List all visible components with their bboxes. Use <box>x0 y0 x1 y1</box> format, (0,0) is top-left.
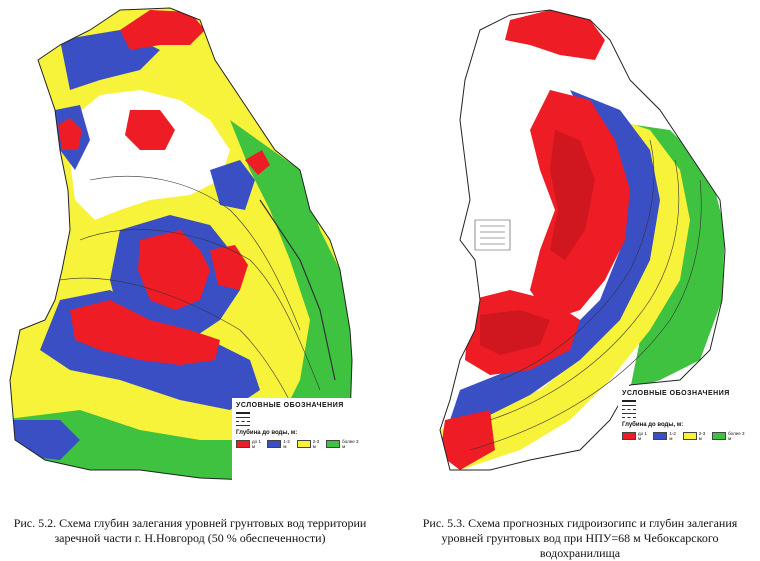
legend-row-level <box>236 425 360 426</box>
level-line-icon <box>622 417 636 418</box>
map-zone-green-east <box>220 120 352 480</box>
swatch-label: до 1 м <box>638 431 647 441</box>
map-block-outline <box>474 219 511 251</box>
map-zone-red-small <box>245 150 270 175</box>
depth-legend-title: Глубина до воды, м: <box>236 430 298 436</box>
depth-swatches: до 1 м 1-2 м 2-3 м более 3 м <box>236 439 360 449</box>
swatch-red <box>622 432 637 440</box>
legend-title: УСЛОВНЫЕ ОБОЗНАЧЕНИЯ <box>236 402 344 409</box>
swatch-label: 1-2 м <box>669 431 676 441</box>
legend-row-level <box>622 417 746 418</box>
map-contour-2 <box>489 159 680 421</box>
map-boundary-right <box>439 9 726 471</box>
legend-title: УСЛОВНЫЕ ОБОЗНАЧЕНИЯ <box>622 390 730 397</box>
swatch-label: более 3 м <box>342 439 359 449</box>
figure-5-3: УСЛОВНЫЕ ОБОЗНАЧЕНИЯ Глубина до воды, м:… <box>380 0 760 560</box>
depth-swatches: до 1 м 1-2 м 2-3 м более 3 м <box>622 431 746 441</box>
legend-row-contour <box>236 417 360 418</box>
isoline-icon <box>622 413 636 414</box>
boundary-line-icon <box>236 412 250 414</box>
swatch-class-2: 1-2 м <box>267 439 292 449</box>
map-contour-1 <box>499 139 655 381</box>
map-road <box>259 199 336 381</box>
map-zone-red-nw <box>125 110 175 150</box>
map-zone-red-center <box>138 230 210 310</box>
level-line-icon <box>236 425 250 426</box>
map-zone-red-north <box>120 10 205 50</box>
legend-row-isoline <box>622 413 746 414</box>
legend-panel-left <box>232 398 362 498</box>
legend-row-isoline <box>236 421 360 422</box>
map-zone-blue-east <box>210 160 255 210</box>
legend-row-boundary <box>622 400 746 402</box>
map-contour-3 <box>469 179 702 451</box>
map-contour-2 <box>79 229 321 391</box>
swatch-class-3: 2-3 м <box>682 431 708 441</box>
map-contour-1 <box>89 175 301 331</box>
swatch-class-3: 2-3 м <box>296 439 322 449</box>
legend-row-forecast <box>622 409 746 410</box>
map-zone-red-stippled-2 <box>480 310 550 355</box>
swatch-class-2: 1-2 м <box>653 431 678 441</box>
legend-right: УСЛОВНЫЕ ОБОЗНАЧЕНИЯ Глубина до воды, м:… <box>622 390 746 441</box>
swatch-label: до 1 м <box>252 439 261 449</box>
swatch-label: 2-3 м <box>312 439 320 449</box>
hydroisohypse-line-icon <box>622 405 636 406</box>
map-zone-red-west <box>58 118 82 150</box>
swatch-class-4: более 3 м <box>712 431 746 441</box>
swatch-label: более 3 м <box>728 431 745 441</box>
swatch-yellow <box>296 440 311 448</box>
swatch-green <box>712 432 727 440</box>
forecast-line-icon <box>622 409 636 410</box>
depth-legend-title: Глубина до воды, м: <box>622 422 684 428</box>
figure-5-2: УСЛОВНЫЕ ОБОЗНАЧЕНИЯ Глубина до воды, м:… <box>0 0 380 558</box>
groundwater-depth-map-left <box>9 7 362 498</box>
boundary-line-icon <box>622 400 636 402</box>
swatch-yellow <box>682 432 697 440</box>
swatch-class-1: до 1 м <box>622 431 649 441</box>
map-zone-red-south <box>70 300 220 365</box>
legend-row-hydroisohypse <box>622 405 746 406</box>
swatch-green <box>326 440 341 448</box>
figure-caption-left: Рис. 5.2. Схема глубин залегания уровней… <box>13 516 367 545</box>
map-block-hatching <box>480 225 505 245</box>
isoline-icon <box>236 421 250 422</box>
swatch-class-1: до 1 м <box>236 439 263 449</box>
swatch-blue <box>653 432 668 440</box>
legend-row-boundary <box>236 412 360 414</box>
swatch-label: 1-2 м <box>283 439 290 449</box>
map-zone-red-north <box>505 10 605 60</box>
swatch-blue <box>267 440 282 448</box>
legend-panel-right <box>618 386 748 501</box>
swatch-label: 2-3 м <box>698 431 706 441</box>
groundwater-forecast-map-right <box>439 9 748 501</box>
contour-line-icon <box>236 417 250 418</box>
map-zone-red-southwest <box>440 410 495 470</box>
legend-left: УСЛОВНЫЕ ОБОЗНАЧЕНИЯ Глубина до воды, м:… <box>236 402 360 449</box>
swatch-class-4: более 3 м <box>326 439 360 449</box>
swatch-red <box>236 440 251 448</box>
figure-caption-right: Рис. 5.3. Схема прогнозных гидроизогипс … <box>422 516 738 560</box>
map-zone-red-stippled-1 <box>550 130 595 260</box>
map-zone-red-east <box>210 245 248 290</box>
